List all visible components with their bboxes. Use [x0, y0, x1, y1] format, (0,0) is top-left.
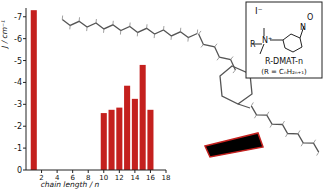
inset-label: R — [250, 40, 256, 49]
inset-label: O — [307, 13, 313, 22]
x-axis-label: chain length / n — [41, 180, 100, 189]
bar — [140, 65, 146, 170]
x-tick — [119, 170, 120, 173]
y-tick — [23, 170, 26, 171]
y-tick-label: -6 — [14, 35, 22, 44]
y-tick — [23, 38, 26, 39]
y-tick — [23, 16, 26, 17]
x-tick-label: 18 — [162, 174, 171, 182]
x-tick — [134, 170, 135, 173]
y-tick — [23, 104, 26, 105]
x-tick — [88, 170, 89, 173]
x-tick — [57, 170, 58, 173]
inset-label: N⁺ — [262, 36, 272, 45]
x-tick-label: 16 — [146, 174, 155, 182]
x-tick — [150, 170, 151, 173]
bars — [31, 10, 154, 170]
x-tick-label: 10 — [99, 174, 108, 182]
bar — [109, 110, 115, 170]
y-tick — [23, 126, 26, 127]
bar — [132, 99, 138, 170]
x-tick — [103, 170, 104, 173]
y-tick — [23, 60, 26, 61]
y-tick-label: -5 — [14, 57, 22, 66]
bar — [101, 113, 107, 170]
x-axis — [26, 170, 166, 171]
x-tick — [41, 170, 42, 173]
bar — [147, 110, 153, 170]
bar — [31, 10, 37, 170]
y-tick-label: 0 — [17, 166, 22, 175]
bar — [124, 86, 130, 170]
y-axis — [26, 8, 27, 170]
x-tick — [166, 170, 167, 173]
y-tick-label: -4 — [14, 78, 22, 87]
y-tick — [23, 82, 26, 83]
inset-label: I⁻ — [255, 6, 263, 16]
y-tick — [23, 148, 26, 149]
y-tick-label: -7 — [14, 13, 22, 22]
y-axis-label: J / cm⁻¹ — [0, 20, 9, 50]
y-tick-label: -3 — [14, 100, 22, 109]
inset-label: N — [300, 23, 306, 32]
x-tick-label: 12 — [115, 174, 124, 182]
y-tick-label: -2 — [14, 122, 22, 131]
inset-structure — [252, 26, 304, 54]
x-tick-label: 14 — [130, 174, 139, 182]
bar — [116, 108, 122, 170]
chart: I⁻ R N⁺ NO R-DMAT-n (R = CₙH₂ₙ₊₁) 0 -1 -2 -3 -4 -5 -… — [0, 0, 324, 189]
y-tick-label: -1 — [14, 144, 22, 153]
x-tick — [72, 170, 73, 173]
inset-note: (R = CₙH₂ₙ₊₁) — [261, 68, 307, 76]
inset-box — [246, 2, 322, 78]
inset-title: R-DMAT-n — [265, 57, 303, 66]
